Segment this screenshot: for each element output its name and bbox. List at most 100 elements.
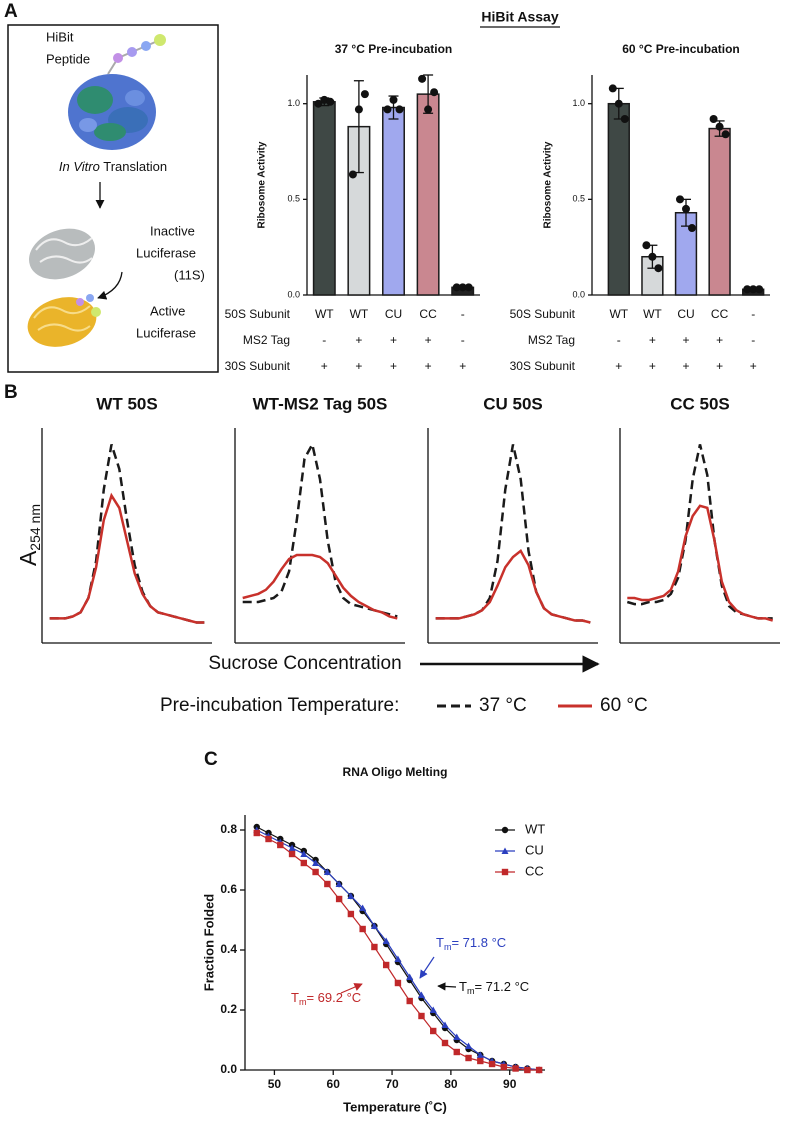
data-point (394, 955, 402, 962)
assay-title: HiBit Assay (481, 9, 559, 25)
table-cell: + (750, 359, 757, 373)
annotation-arrow (437, 982, 457, 991)
data-point (314, 99, 323, 108)
data-point (464, 283, 473, 292)
panel-label: B (4, 382, 18, 403)
schematic-label: Luciferase (136, 245, 196, 260)
y-tick-label: 0.4 (220, 942, 237, 956)
table-cell: + (321, 359, 328, 373)
annotation-text: = 71.2 °C (474, 979, 529, 994)
table-cell: + (649, 359, 656, 373)
chart-title: 37 °C Pre-incubation (335, 42, 453, 56)
data-point (394, 979, 402, 987)
schematic-label-italic: In Vitro (59, 159, 100, 174)
data-point (501, 826, 509, 834)
bar (312, 101, 336, 296)
data-point (370, 922, 378, 929)
schematic-label: (11S) (174, 267, 205, 282)
x-tick-label: 60 (327, 1077, 341, 1091)
data-point (642, 241, 651, 250)
row-label: 30S Subunit (225, 359, 291, 373)
category-label: CU (385, 307, 402, 321)
category-label: WT (315, 307, 334, 321)
data-point (682, 204, 690, 213)
schematic-label: Inactive (150, 223, 195, 238)
annotation-text: = 69.2 °C (306, 990, 361, 1005)
data-point (441, 1021, 449, 1028)
data-point (488, 1060, 496, 1068)
data-point (382, 937, 390, 944)
series-line (626, 444, 773, 620)
data-point (524, 1066, 531, 1074)
data-point (335, 880, 343, 887)
data-point (476, 1051, 484, 1058)
data-point (253, 829, 260, 837)
legend-label: 37 °C (479, 695, 527, 716)
y-tick-label: 0.5 (572, 194, 585, 204)
table-cell: + (355, 333, 362, 347)
data-point (360, 90, 369, 99)
data-point (359, 925, 366, 933)
data-point (424, 105, 433, 114)
data-point (512, 1065, 519, 1072)
table-cell: + (390, 333, 397, 347)
data-point (417, 991, 425, 998)
y-axis-label-main: A (15, 550, 41, 566)
data-point (300, 859, 308, 867)
data-point (382, 961, 390, 969)
chart-title: WT-MS2 Tag 50S (253, 394, 388, 413)
bar (416, 93, 440, 296)
data-point (755, 285, 764, 294)
annotation-symbol: T (459, 979, 467, 994)
annotation-text: = 71.8 °C (451, 935, 506, 950)
data-point (324, 880, 331, 888)
data-point (608, 84, 617, 93)
data-point (535, 1066, 543, 1074)
row-label: 30S Subunit (510, 359, 576, 373)
data-point (335, 895, 343, 903)
bar (708, 127, 731, 296)
data-point (620, 115, 629, 123)
y-tick-label: 0.0 (572, 289, 585, 299)
x-axis-label: Temperature (˚C) (343, 1099, 447, 1114)
data-point (383, 105, 392, 114)
data-point (418, 1012, 425, 1020)
schematic-label-text: Translation (103, 159, 167, 174)
series-line (49, 444, 205, 624)
data-point (300, 850, 308, 857)
annotation-symbol: T (436, 935, 444, 950)
x-tick-label: 50 (268, 1077, 282, 1091)
category-label: CC (711, 307, 729, 321)
data-point (654, 264, 663, 273)
y-tick-label: 1.0 (572, 98, 585, 108)
ribosome-icon (68, 74, 156, 150)
data-point (348, 170, 357, 179)
data-point (441, 1039, 449, 1047)
data-point (743, 285, 752, 294)
data-point (312, 859, 320, 866)
row-label: MS2 Tag (528, 333, 575, 347)
category-label: WT (609, 307, 628, 321)
row-label: 50S Subunit (225, 307, 291, 321)
x-tick-label: 70 (385, 1077, 399, 1091)
bar (607, 102, 630, 296)
legend-title: Pre-incubation Temperature: (160, 695, 399, 716)
data-point (347, 910, 355, 918)
legend-label: CU (525, 842, 544, 857)
series-line (242, 553, 398, 620)
chart-title: RNA Oligo Melting (343, 765, 448, 779)
table-cell: + (682, 359, 689, 373)
schematic-label: Peptide (46, 51, 90, 66)
y-axis-label: Fraction Folded (201, 894, 216, 992)
y-tick-label: 0.0 (220, 1062, 237, 1076)
y-axis-label: Ribosome Activity (543, 141, 554, 228)
data-point (277, 841, 284, 849)
table-cell: - (751, 333, 755, 347)
panel-label: A (4, 1, 18, 22)
inactive-luciferase-icon (29, 228, 95, 280)
annotation: Tm= 69.2 °C (291, 990, 361, 1007)
annotation-arrow (340, 983, 363, 994)
arrow (97, 271, 123, 300)
table-cell: + (682, 333, 689, 347)
